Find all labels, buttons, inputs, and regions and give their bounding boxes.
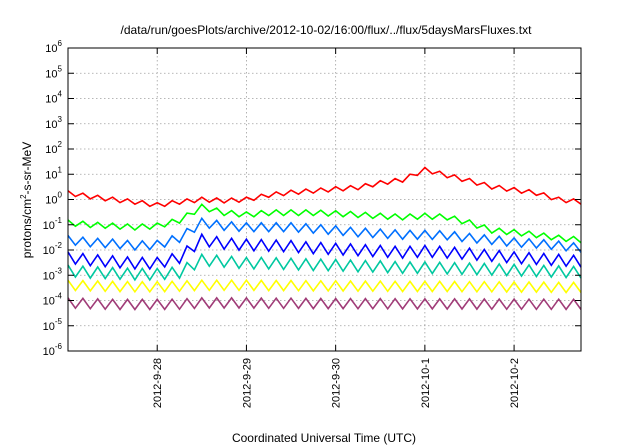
- y-tick-exponent: 0: [58, 191, 63, 200]
- series-line: [67, 278, 582, 294]
- x-tick-label: 2012-10-2: [509, 358, 521, 408]
- axis-ticks: [68, 47, 581, 352]
- series-line: [67, 203, 582, 244]
- y-tick-label: 10-5: [43, 317, 63, 333]
- grid-lines: [68, 48, 581, 351]
- y-tick-base: 10: [43, 346, 55, 358]
- y-tick-base: 10: [45, 94, 57, 106]
- y-tick-exponent: 5: [58, 64, 63, 73]
- y-tick-label: 10-3: [43, 266, 63, 282]
- y-tick-exponent: -5: [55, 317, 63, 326]
- x-tick-label: 2012-9-30: [331, 358, 343, 408]
- y-axis-label-rest: -s-sr-MeV: [20, 142, 34, 195]
- y-tick-label: 106: [45, 39, 62, 55]
- y-tick-label: 104: [45, 90, 62, 106]
- y-tick-exponent: -6: [55, 342, 63, 351]
- y-tick-exponent: -2: [55, 241, 63, 250]
- y-tick-label: 100: [45, 191, 62, 207]
- x-tick-label: 2012-9-28: [152, 358, 164, 408]
- chart-title: /data/run/goesPlots/archive/2012-10-02/1…: [121, 23, 533, 37]
- y-tick-label: 10-2: [43, 241, 63, 257]
- y-tick-exponent: 6: [58, 39, 63, 48]
- y-tick-exponent: -1: [55, 216, 63, 225]
- y-axis-label: protons/cm2-s-sr-MeV: [19, 142, 34, 258]
- y-tick-base: 10: [43, 296, 55, 308]
- series-line: [67, 166, 582, 208]
- y-tick-exponent: 4: [58, 90, 63, 99]
- x-tick-label: 2012-10-1: [420, 358, 432, 408]
- y-tick-base: 10: [43, 220, 55, 232]
- y-tick-label: 10-4: [43, 292, 63, 308]
- y-tick-exponent: 1: [58, 165, 63, 174]
- y-axis-label-sup: 2: [19, 194, 28, 199]
- x-axis-label: Coordinated Universal Time (UTC): [232, 431, 416, 445]
- y-tick-label: 10-1: [43, 216, 63, 232]
- y-tick-base: 10: [45, 169, 57, 181]
- x-tick-labels: 2012-9-28 2012-9-29 2012-9-30 2012-10-1 2012…: [152, 358, 521, 408]
- y-tick-base: 10: [45, 144, 57, 156]
- y-tick-base: 10: [43, 245, 55, 257]
- series-line: [67, 216, 582, 253]
- y-tick-labels: 10-610-510-410-310-210-11001011021031041…: [43, 39, 63, 358]
- y-tick-exponent: 2: [58, 140, 63, 149]
- y-tick-label: 101: [45, 165, 62, 181]
- series-line: [67, 232, 582, 271]
- y-tick-label: 10-6: [43, 342, 63, 358]
- y-tick-base: 10: [45, 68, 57, 80]
- series-line: [67, 252, 582, 282]
- y-tick-base: 10: [43, 321, 55, 333]
- y-tick-exponent: -3: [55, 266, 63, 275]
- y-tick-label: 105: [45, 64, 62, 80]
- y-tick-base: 10: [45, 119, 57, 131]
- x-tick-label: 2012-9-29: [241, 358, 253, 408]
- y-axis-label-base: protons/cm: [20, 199, 34, 258]
- y-tick-label: 102: [45, 140, 62, 156]
- y-tick-exponent: 3: [58, 115, 63, 124]
- y-tick-base: 10: [45, 43, 57, 55]
- series-layer: [67, 166, 582, 311]
- y-tick-label: 103: [45, 115, 62, 131]
- y-tick-base: 10: [45, 195, 57, 207]
- series-line: [67, 296, 582, 311]
- y-tick-exponent: -4: [55, 292, 63, 301]
- y-tick-base: 10: [43, 270, 55, 282]
